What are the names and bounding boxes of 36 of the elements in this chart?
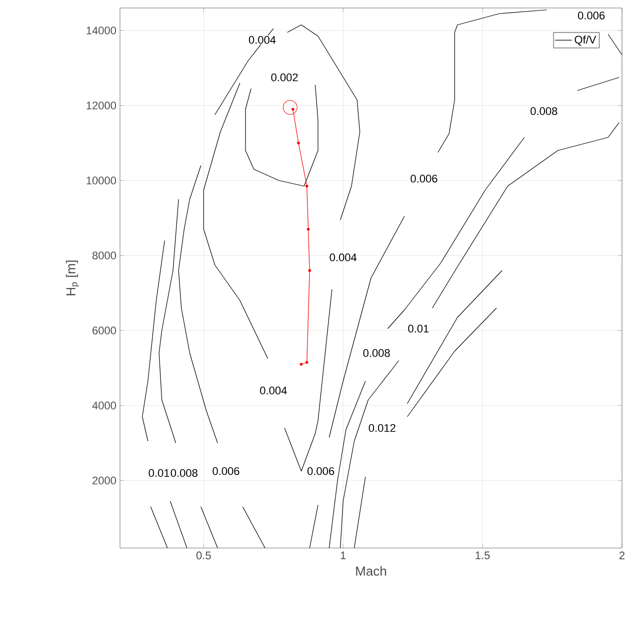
annotation: 0.002 [271, 73, 298, 82]
legend-label: Qf/V [574, 36, 596, 46]
annotation: 0.006 [212, 467, 240, 476]
y-tick-label: 10000 [86, 176, 116, 184]
x-tick-label: 1 [340, 552, 346, 560]
y-tick-label: 14000 [86, 26, 116, 34]
annotation: 0.006 [578, 12, 605, 20]
annotation: 0.008 [363, 349, 390, 357]
y-tick-label: 12000 [86, 102, 116, 110]
y-tick-label: 6000 [92, 326, 116, 334]
annotation: 0.012 [368, 424, 396, 432]
annotation: 0.01 [148, 469, 170, 477]
y-axis-title: H$_{p}$ [m] [66, 260, 80, 296]
annotation: 0.01 [408, 324, 429, 333]
annotation: 0.008 [170, 469, 198, 477]
annotation: 0.008 [530, 107, 558, 116]
annotation: 0.006 [307, 467, 334, 476]
x-tick-label: 1.5 [476, 552, 490, 560]
point [306, 228, 310, 231]
annotation: 0.004 [330, 253, 357, 262]
x-axis-title: Mach [356, 566, 386, 576]
x-tick-label: 2 [619, 552, 625, 560]
x-tick-label: 0.5 [196, 552, 211, 560]
point [308, 269, 312, 272]
point [282, 100, 298, 115]
y-tick-label: 2000 [92, 476, 116, 484]
annotation: 0.006 [410, 174, 438, 183]
point [292, 108, 294, 111]
annotation: 0.004 [260, 386, 287, 394]
y-tick-label: 4000 [92, 402, 116, 410]
point [305, 360, 308, 364]
annotation: 0.004 [248, 36, 276, 44]
y-tick-label: 8000 [92, 252, 116, 260]
point [300, 362, 303, 366]
point [297, 142, 300, 144]
point [305, 184, 308, 188]
